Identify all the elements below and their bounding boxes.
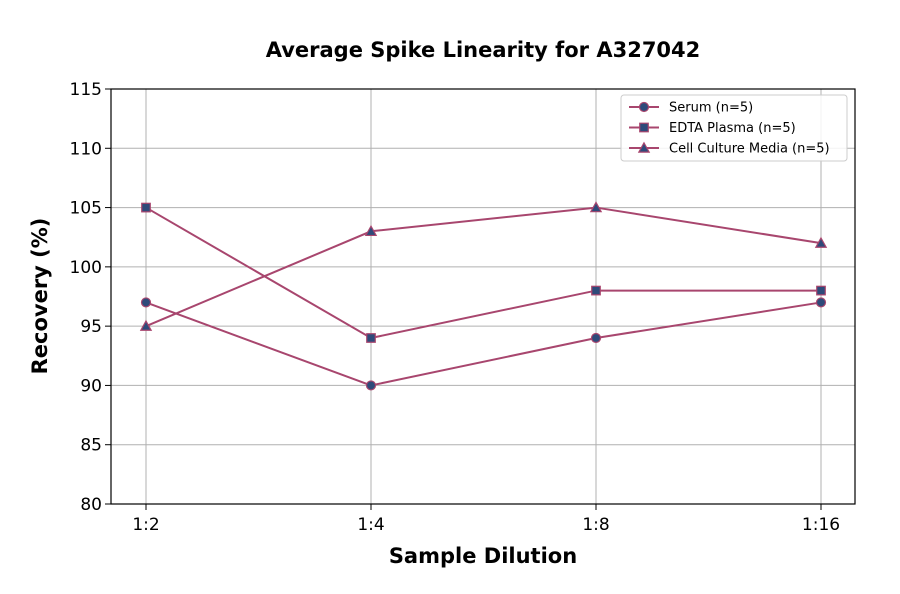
legend: Serum (n=5) EDTA Plasma (n=5) Cell Culture… — [620, 94, 848, 162]
y-tick-label: 80 — [80, 495, 102, 515]
data-point-square — [141, 202, 151, 213]
legend-marker-circle — [638, 101, 650, 113]
series-circle — [140, 297, 827, 391]
legend-label: Cell Culture Media (n=5) — [669, 142, 830, 157]
plot-frame — [110, 88, 856, 505]
series-line — [145, 206, 822, 328]
legend-label: Serum (n=5) — [669, 101, 753, 116]
series-lines — [139, 201, 828, 391]
data-point-square — [816, 285, 826, 296]
x-tick-label: 1:4 — [357, 515, 384, 535]
data-point-circle — [140, 297, 152, 308]
legend-box — [620, 94, 848, 162]
axis-ticks: 80 85 90 95 100 105 110 115 1:2 1:4 1:8 1:16 — [70, 80, 841, 535]
x-axis-title: Sample Dilution — [389, 544, 577, 568]
x-tick-label: 1:8 — [582, 515, 609, 535]
y-tick-label: 110 — [70, 139, 102, 159]
data-point-triangle — [139, 319, 153, 331]
y-tick-label: 105 — [70, 199, 102, 219]
series-square — [141, 202, 826, 343]
legend-label: EDTA Plasma (n=5) — [669, 121, 796, 136]
series-line — [145, 206, 821, 340]
y-tick-label: 85 — [80, 436, 102, 456]
chart-title: Average Spike Linearity for A327042 — [266, 38, 701, 62]
y-tick-label: 100 — [70, 258, 102, 278]
data-point-square — [366, 333, 376, 343]
y-tick-label: 115 — [70, 80, 102, 100]
data-point-square — [591, 285, 601, 296]
data-point-triangle — [589, 201, 603, 213]
legend-marker-triangle — [637, 141, 651, 153]
y-axis-title: Recovery (%) — [28, 218, 52, 375]
data-point-triangle — [814, 236, 828, 248]
data-point-circle — [815, 297, 827, 308]
data-point-circle — [365, 380, 377, 391]
y-tick-label: 90 — [80, 376, 102, 396]
series-line — [145, 301, 822, 387]
data-point-circle — [590, 332, 602, 344]
x-tick-label: 1:2 — [132, 515, 159, 535]
legend-item: EDTA Plasma (n=5) — [629, 121, 796, 136]
x-tick-label: 1:16 — [802, 515, 840, 535]
legend-item: Cell Culture Media (n=5) — [629, 142, 830, 157]
data-point-triangle — [364, 224, 378, 237]
legend-item: Serum (n=5) — [629, 101, 753, 116]
y-tick-label: 95 — [80, 317, 102, 337]
legend-marker-square — [639, 122, 649, 133]
series-triangle — [139, 201, 828, 331]
